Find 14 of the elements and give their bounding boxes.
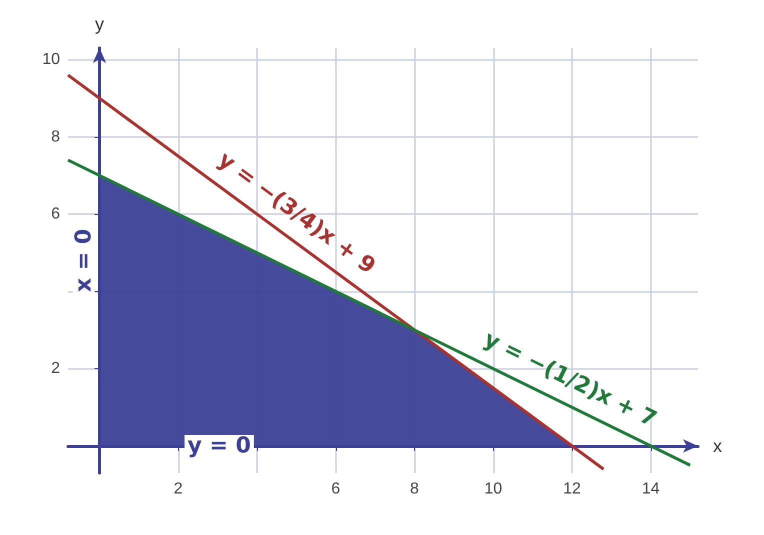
- annotation: y = 0: [187, 433, 251, 458]
- x-tick-label: 2: [174, 480, 183, 498]
- y-tick-label: 2: [51, 360, 60, 378]
- x-tick-label: 8: [410, 480, 420, 498]
- x-tick-label: 6: [331, 480, 340, 498]
- y-tick-label: 6: [51, 206, 60, 223]
- y-axis-title: y: [95, 14, 104, 34]
- x-axis-title: x: [713, 436, 722, 456]
- y-tick-label: 10: [42, 51, 60, 68]
- y-tick-label: 8: [51, 128, 60, 146]
- x-tick-label: 12: [563, 480, 581, 498]
- x-tick-label: 10: [484, 480, 502, 498]
- x-tick-label: 14: [642, 480, 660, 498]
- annotation: x = 0: [71, 228, 96, 292]
